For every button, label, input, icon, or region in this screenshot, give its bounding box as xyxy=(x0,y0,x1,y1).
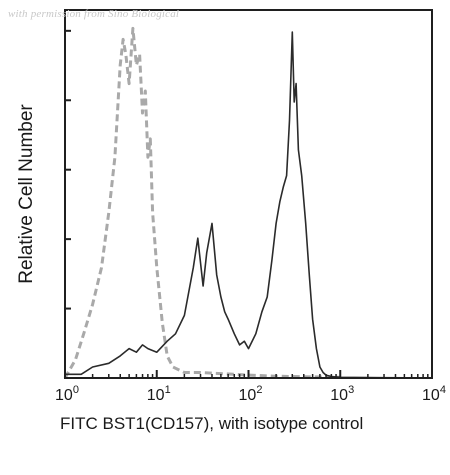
watermark-text: with permission from Sino Biological xyxy=(8,8,180,20)
y-axis-label: Relative Cell Number xyxy=(16,104,37,284)
series-line-isotype xyxy=(63,26,341,379)
series-line-bst1 xyxy=(65,31,433,379)
series-layer xyxy=(63,26,433,379)
x-tick-label: 104 xyxy=(422,384,446,404)
tick-layer: 100 101 102 103 104 xyxy=(55,29,446,404)
x-tick-label: 100 xyxy=(55,384,79,404)
x-tick-label: 102 xyxy=(239,384,263,404)
x-tick-label: 103 xyxy=(330,384,354,404)
x-tick-label: 101 xyxy=(147,384,171,404)
x-axis-label: FITC BST1(CD157), with isotype control xyxy=(60,414,364,433)
